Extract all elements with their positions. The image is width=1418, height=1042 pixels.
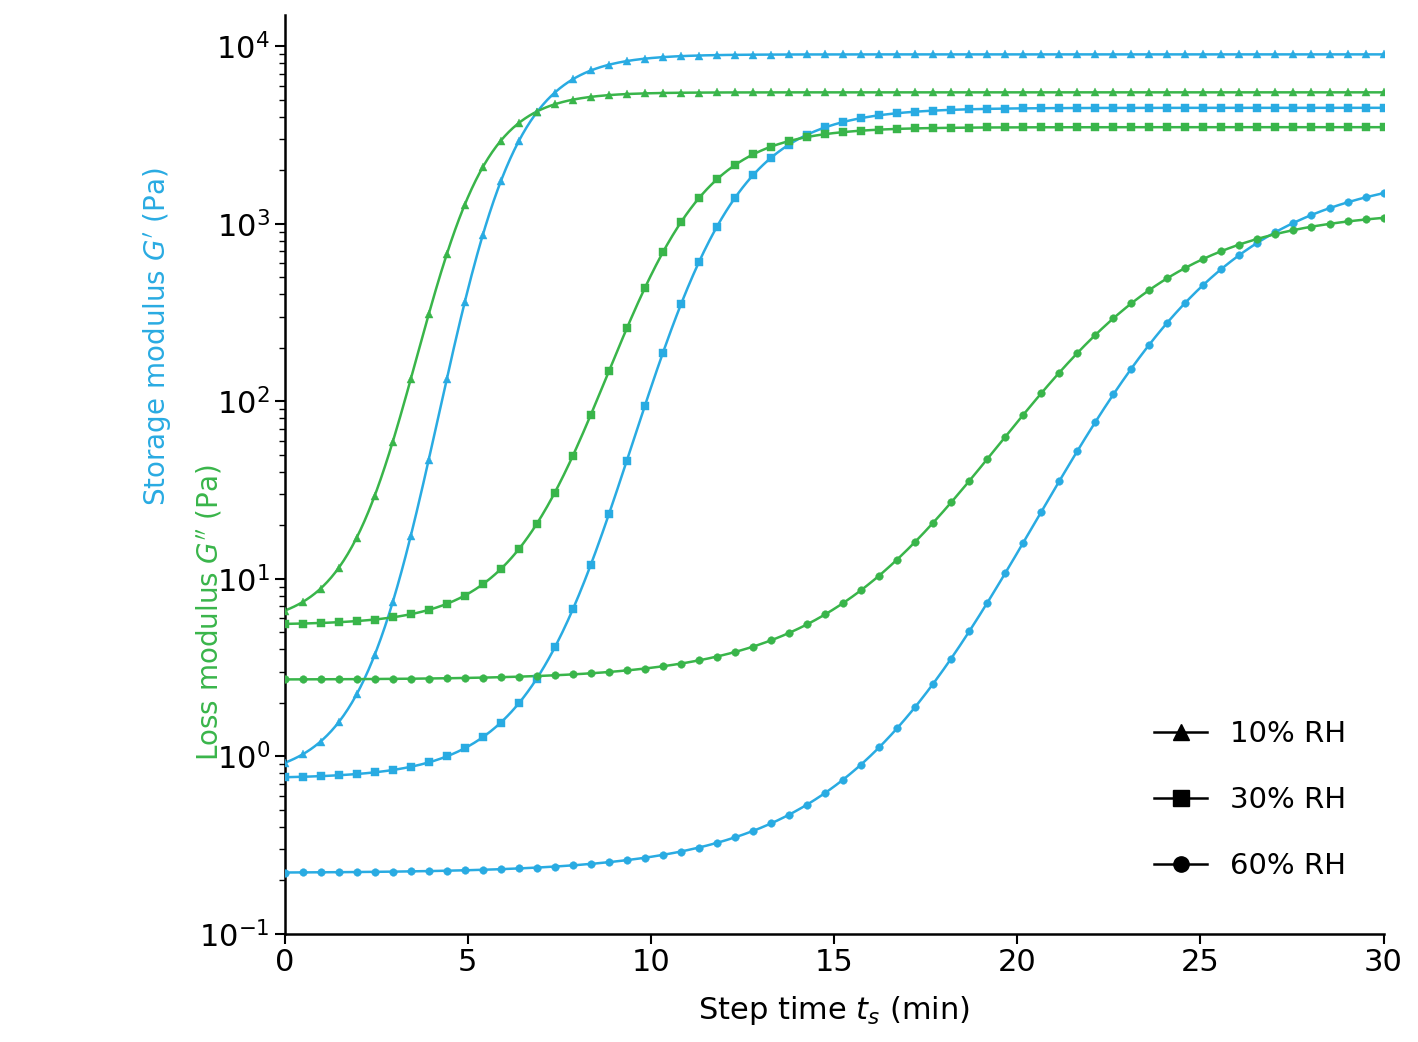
Text: Storage modulus $G^{\prime}$ (Pa): Storage modulus $G^{\prime}$ (Pa) [142, 168, 174, 505]
Legend: 10% RH, 30% RH, 60% RH: 10% RH, 30% RH, 60% RH [1143, 709, 1358, 892]
Text: Loss modulus $G^{\prime\prime}$ (Pa): Loss modulus $G^{\prime\prime}$ (Pa) [196, 464, 224, 761]
X-axis label: Step time $t_s$ (min): Step time $t_s$ (min) [698, 994, 970, 1027]
